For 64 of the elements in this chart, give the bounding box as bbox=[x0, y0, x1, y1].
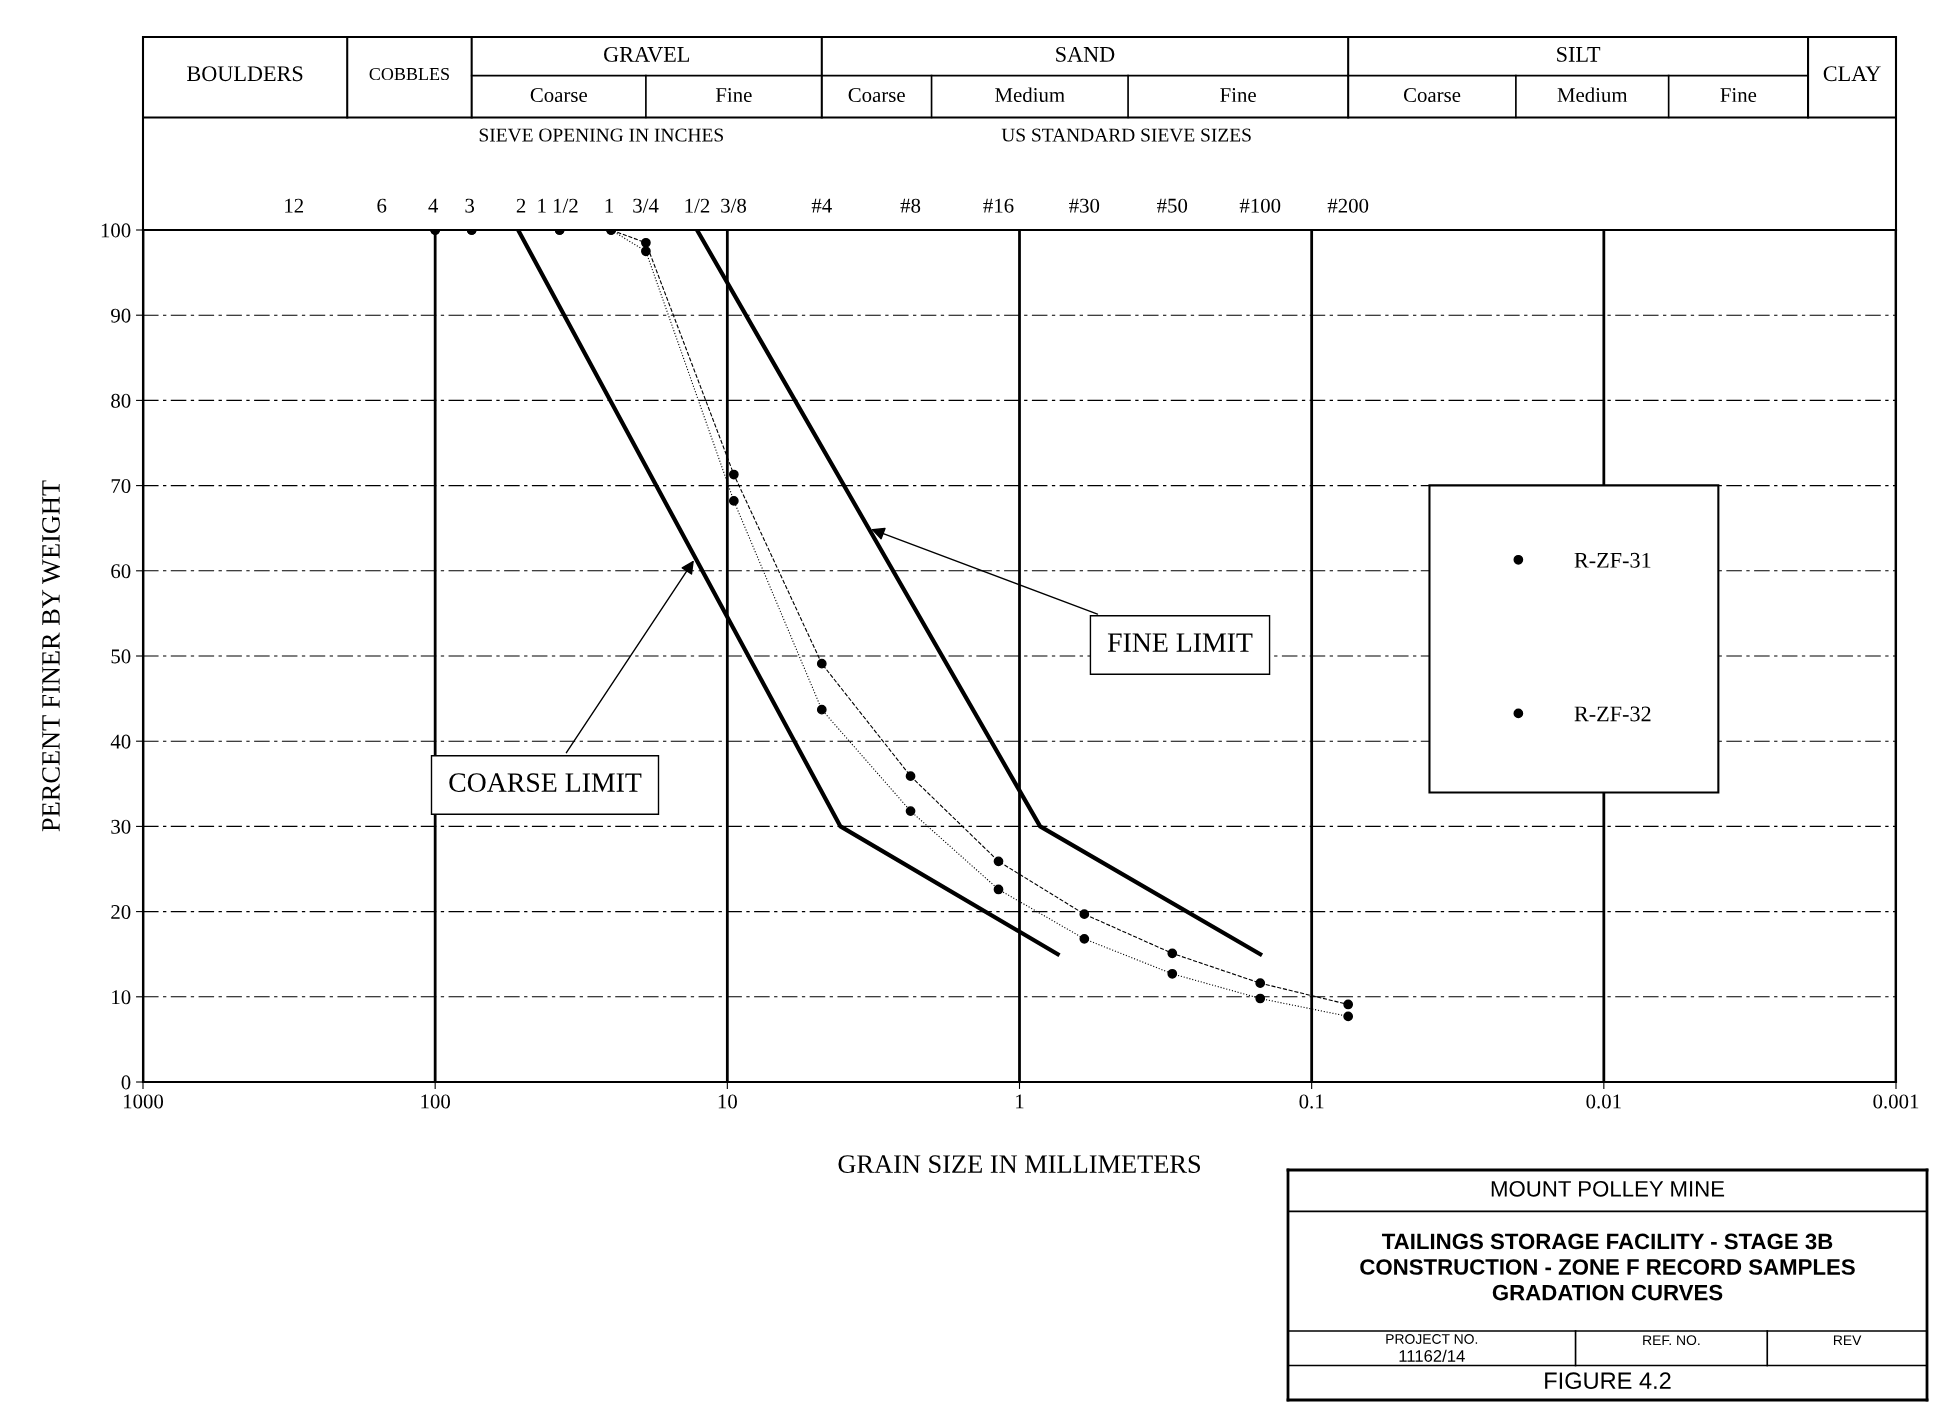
text: 11162/14 bbox=[1399, 1349, 1465, 1362]
text: 1/2 bbox=[685, 198, 710, 213]
text: 6 bbox=[377, 198, 387, 213]
legend-label: R-ZF-32 bbox=[1574, 706, 1651, 722]
y-tick-label: 100 bbox=[101, 223, 131, 238]
text: COBBLES bbox=[369, 67, 449, 81]
y-tick-label: 60 bbox=[111, 564, 131, 579]
text: SAND bbox=[1056, 46, 1115, 62]
text: Fine bbox=[715, 88, 752, 103]
text: Coarse bbox=[848, 88, 905, 103]
text: 2 bbox=[516, 198, 526, 213]
y-tick-label: 10 bbox=[112, 990, 131, 1005]
text: #50 bbox=[1157, 198, 1188, 213]
y-tick-label: 40 bbox=[110, 734, 131, 749]
text: #8 bbox=[900, 198, 921, 213]
x-tick-label: 10 bbox=[718, 1094, 737, 1109]
text: PROJECT NO. bbox=[1386, 1334, 1478, 1344]
text: Coarse bbox=[530, 88, 587, 103]
text: TAILINGS STORAGE FACILITY - STAGE 3B CONSTRUCTION - ZONE F RECORD SAMPLES GRADATION CURVES bbox=[1360, 1233, 1855, 1301]
text: SILT bbox=[1557, 46, 1601, 62]
text: Coarse bbox=[1403, 88, 1461, 103]
text: REF. NO. bbox=[1643, 1335, 1700, 1346]
text: Fine bbox=[1720, 88, 1757, 103]
text: CLAY bbox=[1823, 66, 1881, 82]
y-tick-label: 20 bbox=[111, 904, 131, 920]
x-tick-label: 1 bbox=[1016, 1094, 1024, 1109]
y-tick-label: 0 bbox=[121, 1075, 131, 1090]
x-tick-label: 100 bbox=[421, 1094, 450, 1109]
text: #200 bbox=[1327, 198, 1369, 213]
text: 3/4 bbox=[633, 198, 659, 213]
text: SIEVE OPENING IN INCHES bbox=[479, 128, 723, 142]
text: COARSE LIMIT bbox=[449, 773, 642, 792]
text: 3/8 bbox=[721, 198, 747, 213]
caption: FIGURE 4.2 bbox=[1545, 1372, 1671, 1390]
y-tick-label: 70 bbox=[111, 478, 131, 494]
y-tick-label: 50 bbox=[111, 649, 131, 664]
x-axis-title: GRAIN SIZE IN MILLIMETERS bbox=[838, 1155, 1201, 1173]
text: 1 1/2 bbox=[538, 198, 578, 213]
legend-label: R-ZF-31 bbox=[1574, 552, 1651, 568]
text: REV bbox=[1833, 1335, 1862, 1345]
text: MOUNT POLLEY MINE bbox=[1491, 1180, 1725, 1197]
text: Medium bbox=[1557, 87, 1628, 103]
y-tick-label: 90 bbox=[111, 308, 131, 323]
text: #100 bbox=[1239, 198, 1281, 213]
y-tick-label: 80 bbox=[111, 393, 131, 408]
text: 4 bbox=[428, 198, 439, 213]
text: US STANDARD SIEVE SIZES bbox=[1001, 128, 1251, 142]
text: GRAVEL bbox=[604, 46, 690, 62]
text: Fine bbox=[1220, 88, 1256, 103]
x-tick-label: 0.1 bbox=[1299, 1094, 1324, 1109]
x-tick-label: 1000 bbox=[124, 1094, 164, 1109]
x-tick-label: 0.001 bbox=[1873, 1094, 1919, 1109]
text: #30 bbox=[1069, 198, 1100, 213]
text: #16 bbox=[983, 198, 1014, 213]
y-tick-label: 30 bbox=[111, 819, 131, 834]
text: #4 bbox=[811, 198, 832, 213]
x-tick-label: 0.01 bbox=[1586, 1094, 1621, 1109]
text: Medium bbox=[995, 87, 1065, 103]
text: FINE LIMIT bbox=[1107, 633, 1253, 652]
text: 12 bbox=[285, 198, 304, 213]
y-axis-title: PERCENT FINER BY WEIGHT bbox=[42, 480, 60, 832]
text: BOULDERS bbox=[187, 66, 303, 82]
text: 1 bbox=[605, 198, 614, 213]
text: 3 bbox=[465, 198, 475, 213]
